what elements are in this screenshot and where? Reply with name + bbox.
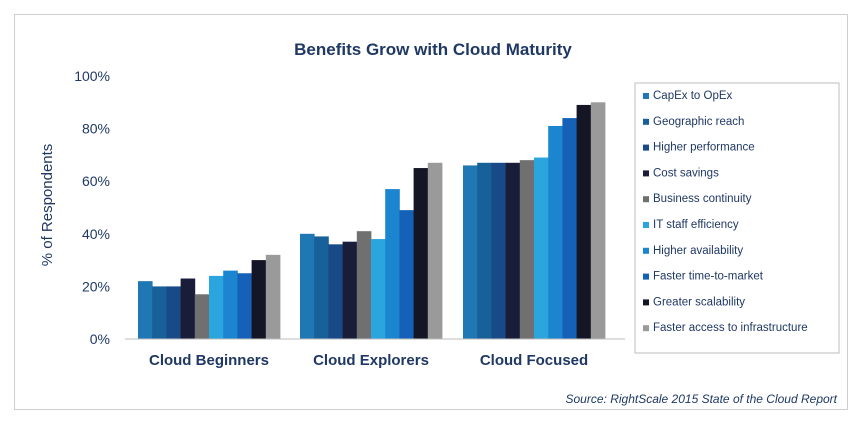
x-category-label: Cloud Beginners <box>149 352 269 369</box>
bar <box>166 286 181 339</box>
legend-swatch <box>643 196 649 203</box>
legend-swatch <box>643 144 649 151</box>
bar <box>371 239 386 339</box>
bar <box>562 118 577 339</box>
legend-label: Higher availability <box>653 245 743 257</box>
legend: CapEx to OpEx Geographic reach Higher perf… <box>643 90 808 334</box>
legend-item: Greater scalability <box>643 296 745 308</box>
bar <box>251 260 267 339</box>
legend-label: CapEx to OpEx <box>653 90 733 102</box>
bar <box>399 210 414 339</box>
legend-item: IT staff efficiency <box>643 219 739 231</box>
bar <box>328 244 343 339</box>
bar <box>209 275 224 339</box>
legend-item: CapEx to OpEx <box>643 90 733 102</box>
bar <box>138 281 153 339</box>
chart: Benefits Grow with Cloud Maturity % of R… <box>39 40 840 406</box>
chart-title: Benefits Grow with Cloud Maturity <box>294 40 572 59</box>
bar <box>314 236 329 339</box>
bar <box>265 254 281 339</box>
legend-label: Cost savings <box>653 167 719 179</box>
legend-item: Higher performance <box>643 142 755 154</box>
y-tick-label: 20% <box>82 278 110 294</box>
legend-swatch <box>643 299 649 306</box>
bar <box>505 162 521 339</box>
legend-label: Greater scalability <box>653 296 745 308</box>
source-note: Source: RightScale 2015 State of the Clo… <box>566 392 838 406</box>
legend-item: Higher availability <box>643 245 743 257</box>
y-axis-ticks: 0% 20% 40% 60% 80% 100% <box>74 68 110 347</box>
x-axis-categories: Cloud Beginners Cloud Explorers Cloud Focu… <box>149 352 588 369</box>
bar <box>356 231 372 339</box>
legend-label: Higher performance <box>653 142 755 154</box>
legend-box <box>634 82 840 354</box>
bar <box>576 104 592 340</box>
legend-swatch <box>643 273 649 280</box>
legend-item: Geographic reach <box>643 116 744 128</box>
bar <box>519 160 535 339</box>
legend-swatch <box>643 325 649 332</box>
y-tick-label: 100% <box>74 68 110 84</box>
bar <box>342 241 358 339</box>
legend-swatch <box>643 170 649 177</box>
y-tick-label: 60% <box>82 173 110 189</box>
y-axis-label: % of Respondents <box>39 144 56 267</box>
legend-label: Geographic reach <box>653 116 744 128</box>
bar <box>194 294 210 339</box>
x-category-label: Cloud Focused <box>480 352 588 369</box>
bar-group <box>463 102 606 340</box>
legend-swatch <box>643 247 649 254</box>
legend-label: Faster access to infrastructure <box>653 322 808 334</box>
y-tick-label: 80% <box>82 121 110 137</box>
y-tick-label: 0% <box>90 331 110 347</box>
legend-item: Cost savings <box>643 167 719 179</box>
bar <box>548 125 563 339</box>
legend-label: IT staff efficiency <box>653 219 739 231</box>
bar <box>385 189 400 339</box>
legend-label: Faster time-to-market <box>653 271 764 283</box>
bar <box>534 157 549 339</box>
legend-swatch <box>643 118 649 125</box>
legend-swatch <box>643 93 649 99</box>
bar <box>477 162 492 339</box>
y-tick-label: 40% <box>82 226 110 242</box>
bar <box>463 165 478 339</box>
bar <box>491 162 506 339</box>
legend-item: Business continuity <box>643 193 752 205</box>
chart-frame: Benefits Grow with Cloud Maturity % of R… <box>14 14 848 410</box>
legend-label: Business continuity <box>653 193 752 205</box>
bar <box>413 168 429 339</box>
bar-group <box>138 254 281 339</box>
bar <box>237 273 252 339</box>
bar <box>300 233 315 339</box>
bar-groups <box>138 102 606 340</box>
bar-group <box>300 162 443 339</box>
bar <box>590 102 606 339</box>
bar <box>223 270 238 339</box>
bar <box>152 286 167 339</box>
x-category-label: Cloud Explorers <box>313 352 429 369</box>
bar <box>180 278 196 339</box>
legend-item: Faster time-to-market <box>643 271 764 283</box>
bar <box>427 162 443 339</box>
legend-item: Faster access to infrastructure <box>643 322 808 334</box>
legend-swatch <box>643 222 649 228</box>
